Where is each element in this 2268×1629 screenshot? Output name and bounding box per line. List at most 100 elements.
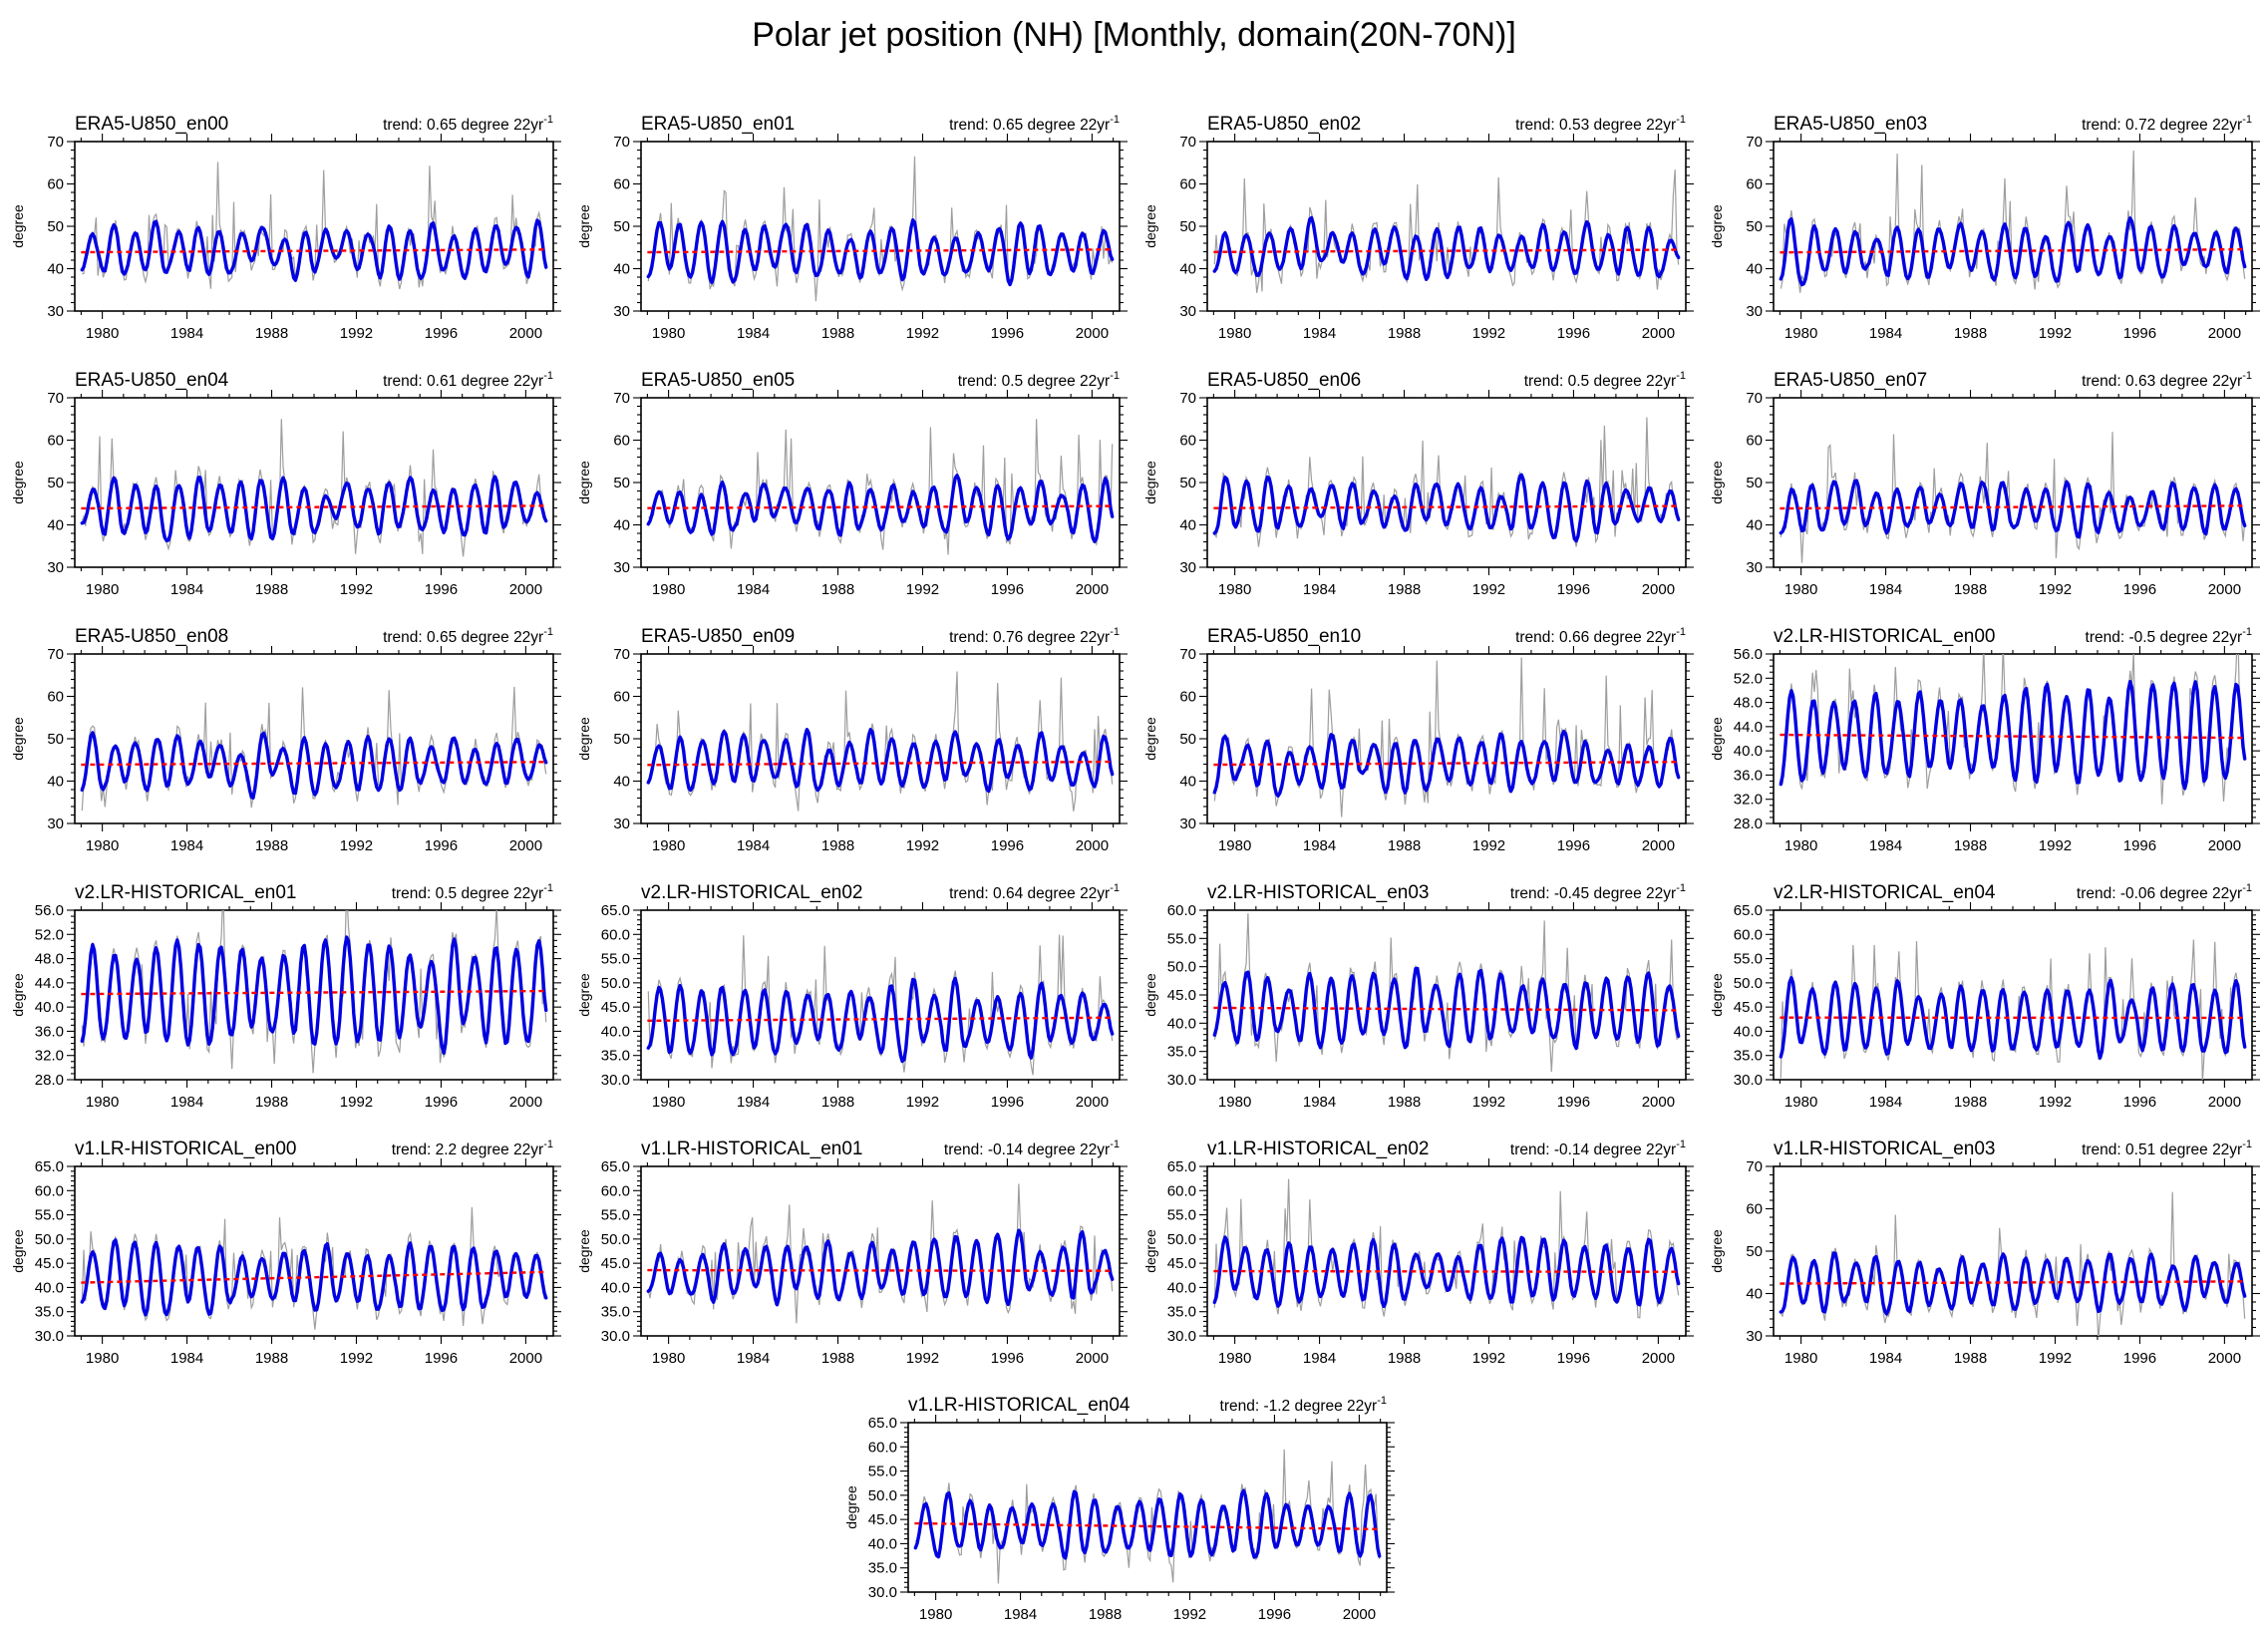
- smoothed-series-line: [1212, 730, 1681, 798]
- monthly-series-line: [1213, 417, 1680, 547]
- y-tick-label: 50.0: [601, 975, 630, 992]
- x-tick-label: 1992: [1472, 581, 1505, 598]
- x-tick-label: 1996: [425, 1350, 458, 1367]
- x-tick-label: 1988: [1954, 837, 1987, 854]
- y-axis-label: degree: [1142, 1229, 1158, 1273]
- y-tick-label: 50: [1746, 218, 1763, 235]
- y-axis-label: degree: [1709, 717, 1725, 761]
- y-axis-label: degree: [1142, 204, 1158, 248]
- y-tick-label: 50: [1179, 475, 1196, 491]
- y-tick-label: 50.0: [1167, 1231, 1196, 1248]
- plot-era5-u850-en02: ERA5-U850_en02 trend: 0.53 degree 22yr-1 1…: [1142, 114, 1694, 342]
- trend-line: [914, 1521, 1381, 1531]
- y-tick-label: 50: [1746, 475, 1763, 491]
- x-tick-label: 1996: [991, 581, 1024, 598]
- trend-line: [1213, 1006, 1680, 1012]
- monthly-series-line: [1213, 1178, 1680, 1319]
- y-tick-label: 60: [613, 176, 630, 193]
- plot-v1-lr-historical-en00: v1.LR-HISTORICAL_en00 trend: 2.2 degree 2…: [10, 1139, 561, 1367]
- subplot-title: ERA5-U850_en08: [75, 626, 228, 647]
- y-axis-label: degree: [10, 204, 26, 248]
- smoothed-series-line: [1779, 1251, 2247, 1316]
- x-tick-label: 1992: [340, 1350, 373, 1367]
- y-tick-label: 50: [613, 731, 630, 748]
- x-tick-label: 1980: [1784, 325, 1817, 342]
- y-tick-label: 30.0: [1167, 1072, 1196, 1089]
- y-tick-label: 50.0: [35, 1231, 64, 1248]
- x-tick-label: 1996: [1557, 581, 1590, 598]
- plot-v2-lr-historical-en04: v2.LR-HISTORICAL_en04 trend: -0.06 degree…: [1709, 882, 2260, 1111]
- plot-era5-u850-en10: ERA5-U850_en10 trend: 0.66 degree 22yr-1 1…: [1142, 626, 1694, 854]
- y-tick-label: 40.0: [35, 1279, 64, 1296]
- y-tick-label: 40: [1746, 517, 1763, 534]
- y-tick-label: 70: [1179, 646, 1196, 663]
- y-tick-label: 60: [1746, 1201, 1763, 1218]
- y-tick-label: 40: [47, 517, 64, 534]
- y-tick-label: 70: [1179, 390, 1196, 407]
- y-axis-label: degree: [576, 973, 592, 1017]
- trend-line: [647, 504, 1114, 509]
- plot-era5-u850-en05: ERA5-U850_en05 trend: 0.5 degree 22yr-1 19…: [576, 370, 1128, 598]
- monthly-series-line: [1213, 657, 1679, 817]
- y-axis-label: degree: [1709, 204, 1725, 248]
- trend-line: [81, 989, 547, 996]
- trend-line: [1780, 733, 2246, 740]
- y-tick-label: 35.0: [1167, 1044, 1196, 1061]
- x-tick-label: 1980: [652, 581, 685, 598]
- x-tick-label: 1988: [1954, 581, 1987, 598]
- y-tick-label: 56.0: [35, 902, 64, 919]
- y-tick-label: 45.0: [35, 1255, 64, 1272]
- x-tick-label: 1988: [1954, 325, 1987, 342]
- subplot-trend-label: trend: -0.45 degree 22yr-1: [1510, 882, 1686, 902]
- figure-title: Polar jet position (NH) [Monthly, domain…: [752, 16, 1516, 54]
- y-tick-label: 40.0: [601, 1023, 630, 1040]
- x-tick-label: 1984: [737, 837, 770, 854]
- trend-line: [81, 248, 547, 254]
- y-tick-label: 60: [1746, 433, 1763, 450]
- subplot-era5-u850-en05: ERA5-U850_en05 trend: 0.5 degree 22yr-1 19…: [575, 352, 1139, 611]
- subplot-era5-u850-en09: ERA5-U850_en09 trend: 0.76 degree 22yr-1 1…: [575, 608, 1139, 867]
- trend-line: [647, 248, 1114, 254]
- x-tick-label: 2000: [2208, 325, 2241, 342]
- x-tick-label: 1992: [1472, 1094, 1505, 1111]
- x-tick-label: 1992: [1472, 325, 1505, 342]
- x-tick-label: 1996: [991, 1350, 1024, 1367]
- subplot-era5-u850-en08: ERA5-U850_en08 trend: 0.65 degree 22yr-1 1…: [9, 608, 573, 867]
- x-tick-label: 1984: [1869, 837, 1902, 854]
- subplot-title: v1.LR-HISTORICAL_en01: [641, 1139, 862, 1159]
- y-tick-label: 60: [613, 433, 630, 450]
- subplot-title: v1.LR-HISTORICAL_en00: [75, 1139, 296, 1159]
- x-tick-label: 1984: [1303, 581, 1336, 598]
- y-tick-label: 30: [1179, 303, 1196, 320]
- trend-line: [81, 504, 547, 510]
- x-tick-label: 1992: [340, 581, 373, 598]
- y-axis-label: degree: [1142, 973, 1158, 1017]
- y-tick-label: 60.0: [1167, 1182, 1196, 1199]
- y-tick-label: 30.0: [868, 1584, 897, 1601]
- y-axis-label: degree: [1709, 973, 1725, 1017]
- x-tick-label: 1992: [2039, 837, 2072, 854]
- y-tick-label: 55.0: [601, 1207, 630, 1224]
- y-tick-label: 55.0: [1167, 1207, 1196, 1224]
- y-axis-label: degree: [843, 1485, 859, 1529]
- y-tick-label: 32.0: [1734, 792, 1763, 809]
- x-tick-label: 1992: [2039, 1350, 2072, 1367]
- y-tick-label: 60: [613, 689, 630, 706]
- y-axis-label: degree: [576, 461, 592, 504]
- y-tick-label: 40: [1746, 1286, 1763, 1303]
- x-tick-label: 2000: [1076, 325, 1109, 342]
- y-tick-label: 55.0: [868, 1464, 897, 1480]
- x-tick-label: 1996: [1557, 325, 1590, 342]
- y-tick-label: 60.0: [1734, 926, 1763, 943]
- subplot-title: ERA5-U850_en01: [641, 114, 795, 135]
- subplot-title: ERA5-U850_en00: [75, 114, 228, 135]
- subplot-era5-u850-en10: ERA5-U850_en10 trend: 0.66 degree 22yr-1 1…: [1141, 608, 1706, 867]
- x-tick-label: 1996: [1557, 837, 1590, 854]
- x-tick-label: 2000: [2208, 1350, 2241, 1367]
- x-tick-label: 2000: [1642, 325, 1675, 342]
- smoothed-series-line: [80, 731, 548, 801]
- x-tick-label: 1996: [425, 1094, 458, 1111]
- x-tick-label: 1992: [1173, 1606, 1206, 1623]
- subplot-title: ERA5-U850_en03: [1774, 114, 1927, 135]
